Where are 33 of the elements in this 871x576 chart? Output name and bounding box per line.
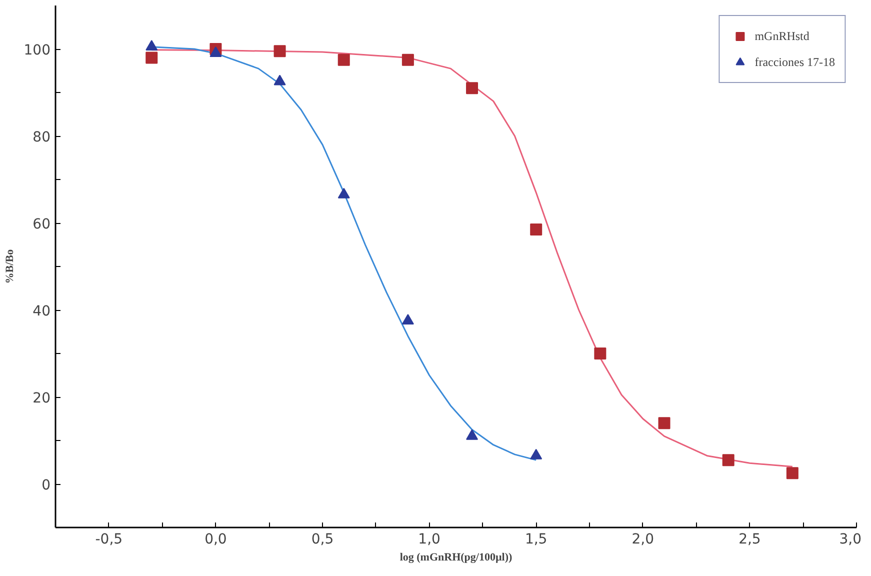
- point: [274, 45, 286, 58]
- y-tick-label: 20: [32, 390, 51, 406]
- x-tick-label: 1,0: [418, 532, 440, 548]
- y-tick-label: 80: [32, 130, 51, 146]
- x-tick-label: -0,5: [95, 532, 123, 548]
- point: [338, 188, 350, 198]
- point: [466, 82, 478, 94]
- y-tick-label: 40: [32, 304, 51, 320]
- point: [402, 54, 414, 66]
- point: [786, 467, 798, 480]
- y-axis-title: %B/Bo: [4, 248, 16, 284]
- y-tick-label: 0: [42, 478, 51, 494]
- point: [146, 40, 158, 50]
- x-axis-title: log (mGnRH(pg/100µl)): [400, 552, 513, 564]
- point: [274, 74, 286, 86]
- x-tick-label: 0,5: [311, 532, 334, 548]
- point: [658, 417, 670, 430]
- x-tick-label: 2,5: [738, 532, 761, 548]
- x-tick-label: 1,5: [524, 532, 548, 548]
- point: [402, 314, 414, 325]
- x-tick-label: 3,0: [839, 532, 862, 548]
- legend-label: fracciones 17-18: [754, 54, 835, 70]
- point: [338, 54, 350, 66]
- point: [594, 348, 606, 360]
- point: [722, 454, 734, 466]
- x-tick-label: 0,0: [204, 532, 227, 548]
- point: [530, 224, 542, 236]
- legend-label: mGnRHstd: [754, 28, 810, 44]
- point: [146, 52, 158, 64]
- y-tick-label: 100: [24, 42, 51, 58]
- x-tick-label: 2,0: [632, 532, 654, 548]
- point: [210, 46, 222, 58]
- y-tick-label: 60: [32, 216, 51, 232]
